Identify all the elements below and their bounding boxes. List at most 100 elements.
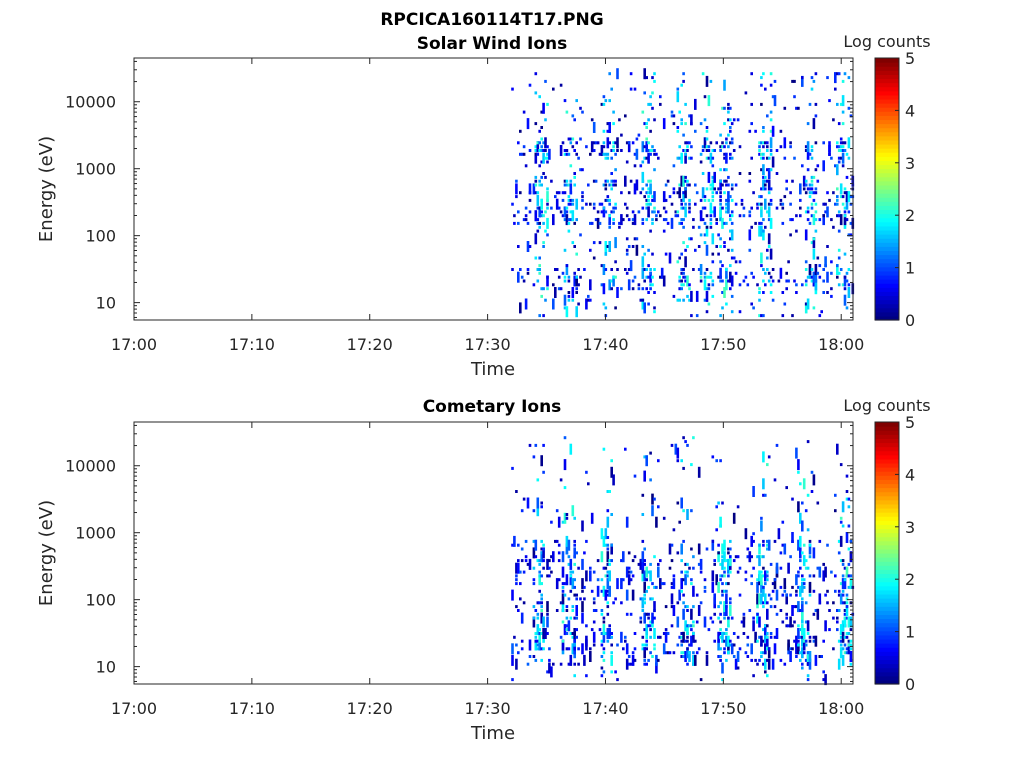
colorbar-segment: [875, 107, 899, 112]
spectrogram-pixel: [758, 543, 761, 555]
colorbar-segment: [875, 184, 899, 190]
spectrogram-pixel: [836, 628, 839, 632]
spectrogram-pixel: [517, 210, 520, 214]
spectrogram-pixel: [729, 156, 732, 160]
spectrogram-pixel: [732, 559, 736, 563]
spectrogram-pixel: [538, 589, 541, 593]
spectrogram-pixel: [738, 310, 742, 314]
colorbar-segment: [875, 516, 899, 521]
spectrogram-pixel: [526, 221, 530, 225]
spectrogram-pixel: [678, 256, 681, 260]
spectrogram-pixel: [559, 210, 563, 214]
spectrogram-pixel: [606, 639, 610, 643]
colorbar-segment: [875, 536, 899, 542]
spectrogram-pixel: [534, 183, 538, 187]
spectrogram-pixel: [670, 624, 674, 628]
spectrogram-pixel: [711, 156, 715, 160]
spectrogram-pixel: [721, 543, 724, 555]
spectrogram-pixel: [692, 566, 695, 570]
spectrogram-pixel: [649, 624, 652, 628]
spectrogram-pixel: [625, 516, 629, 528]
spectrogram-pixel: [678, 187, 681, 199]
spectrogram-pixel: [738, 593, 742, 597]
spectrogram-pixel: [536, 505, 540, 517]
spectrogram-pixel: [713, 149, 716, 152]
spectrogram-pixel: [612, 141, 615, 145]
spectrogram-pixel: [612, 122, 615, 126]
spectrogram-pixel: [810, 145, 814, 149]
spectrogram-pixel: [546, 202, 549, 206]
colorbar-segment: [875, 475, 899, 480]
spectrogram-pixel: [822, 268, 825, 271]
spectrogram-pixel: [647, 141, 650, 145]
spectrogram-pixel: [781, 202, 785, 206]
spectrogram-pixel: [575, 291, 578, 294]
spectrogram-pixel: [769, 149, 773, 152]
spectrogram-pixel: [699, 558, 703, 570]
spectrogram-pixel: [645, 76, 648, 80]
spectrogram-pixel: [590, 589, 594, 593]
spectrogram-pixel: [804, 601, 808, 605]
spectrogram-pixel: [849, 551, 853, 563]
spectrogram-pixel: [797, 601, 800, 613]
spectrogram-pixel: [639, 616, 643, 620]
spectrogram-pixel: [511, 202, 514, 206]
plot-area: [134, 422, 853, 684]
spectrogram-pixel: [678, 520, 681, 524]
spectrogram-pixel: [610, 279, 613, 283]
spectrogram-pixel: [653, 601, 656, 613]
spectrogram-pixel: [841, 578, 845, 590]
colorbar-segment: [875, 524, 899, 530]
spectrogram-pixel: [602, 302, 606, 306]
spectrogram-pixel: [612, 221, 615, 225]
spectrogram-pixel: [641, 187, 645, 191]
colorbar-segment: [875, 266, 899, 272]
spectrogram-pixel: [717, 551, 720, 563]
spectrogram-pixel: [608, 559, 611, 563]
spectrogram-pixel: [707, 302, 711, 306]
spectrogram-pixel: [645, 287, 648, 291]
spectrogram-pixel: [779, 585, 783, 589]
spectrogram-pixel: [563, 279, 567, 283]
spectrogram-pixel: [614, 183, 617, 187]
spectrogram-pixel: [567, 620, 571, 632]
spectrogram-pixel: [600, 655, 604, 658]
spectrogram-pixel: [764, 225, 767, 229]
spectrogram-pixel: [797, 574, 800, 578]
spectrogram-pixel: [627, 570, 631, 574]
spectrogram-pixel: [686, 443, 689, 447]
spectrogram-pixel: [680, 543, 683, 555]
spectrogram-pixel: [725, 268, 728, 271]
spectrogram-pixel: [705, 547, 709, 551]
spectrogram-pixel: [614, 237, 617, 249]
spectrogram-pixel: [682, 275, 685, 279]
spectrogram-pixel: [760, 593, 763, 605]
spectrogram-pixel: [690, 463, 693, 467]
spectrogram-pixel: [713, 639, 716, 643]
spectrogram-pixel: [804, 559, 808, 563]
spectrogram-pixel: [847, 639, 851, 643]
spectrogram-pixel: [532, 455, 536, 459]
spectrogram-pixel: [536, 141, 540, 153]
spectrogram-pixel: [719, 279, 722, 283]
spectrogram-pixel: [834, 589, 837, 593]
spectrogram-pixel: [748, 229, 752, 241]
spectrogram-pixel: [519, 268, 522, 271]
spectrogram-pixel: [676, 210, 680, 214]
spectrogram-pixel: [587, 482, 590, 486]
spectrogram-pixel: [804, 145, 808, 149]
spectrogram-pixel: [839, 582, 843, 586]
spectrogram-pixel: [612, 275, 615, 287]
spectrogram-pixel: [567, 137, 571, 141]
spectrogram-pixel: [526, 497, 530, 509]
spectrogram-pixel: [575, 628, 578, 632]
spectrogram-pixel: [544, 628, 547, 639]
colorbar-segment: [875, 250, 899, 256]
spectrogram-pixel: [752, 674, 755, 678]
spectrogram-pixel: [760, 202, 763, 206]
spectrogram-pixel: [625, 141, 629, 145]
spectrogram-pixel: [802, 555, 806, 567]
spectrogram-pixel: [534, 635, 538, 639]
spectrogram-pixel: [730, 248, 734, 252]
spectrogram-pixel: [849, 195, 853, 199]
